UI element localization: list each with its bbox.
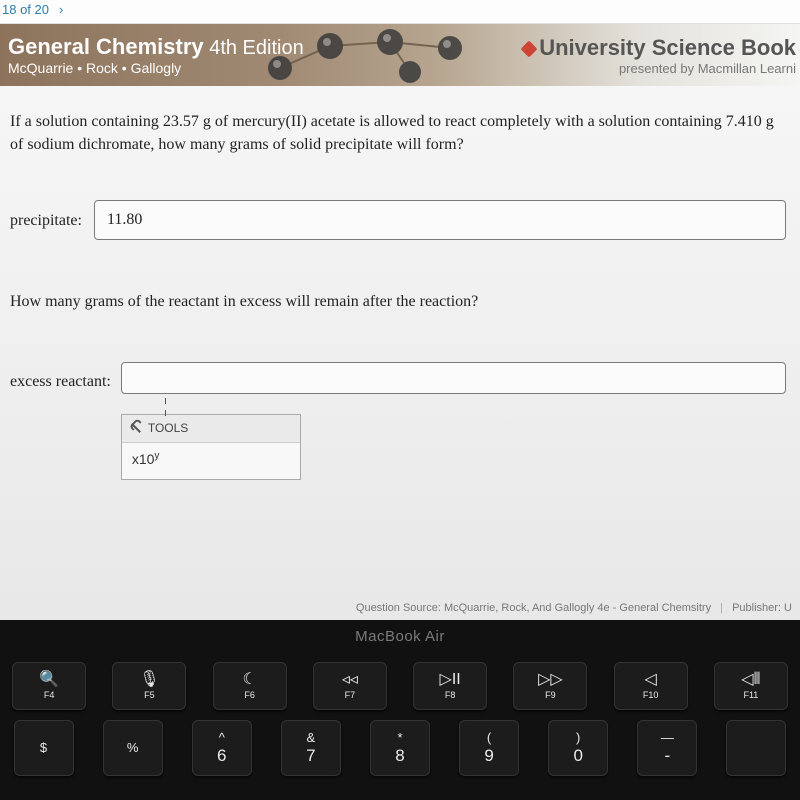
tools-header: TOOLS xyxy=(122,415,300,443)
key-num-1: % xyxy=(103,720,163,776)
key-num-4: *8 xyxy=(370,720,430,776)
app-screen: 18 of 20 › General Chemistry 4th Edition… xyxy=(0,0,800,620)
key-f11: ◁⦀F11 xyxy=(714,662,788,710)
publisher-name: University Science Book xyxy=(523,35,796,61)
banner-left: General Chemistry 4th Edition McQuarrie … xyxy=(8,34,304,76)
book-authors: McQuarrie • Rock • Gallogly xyxy=(8,60,304,76)
precipitate-input[interactable] xyxy=(94,200,786,240)
question-2-text: How many grams of the reactant in excess… xyxy=(10,290,786,313)
key-num-5: (9 xyxy=(459,720,519,776)
book-edition: 4th Edition xyxy=(204,37,304,59)
footer-sep: | xyxy=(720,602,723,614)
function-key-row: 🔍F4 🎙F5 ☾F6 ◃◃F7 ▷IIF8 ▷▷F9 ◁F10 ◁⦀F11 xyxy=(8,662,792,710)
book-title-main: General Chemistry xyxy=(8,34,204,59)
key-num-7: —- xyxy=(637,720,697,776)
tools-title: TOOLS xyxy=(148,420,188,437)
key-f9: ▷▷F9 xyxy=(513,662,587,710)
keyboard: 🔍F4 🎙F5 ☾F6 ◃◃F7 ▷IIF8 ▷▷F9 ◁F10 ◁⦀F11 $% ^6&7 *8… xyxy=(0,662,800,776)
number-key-row: $% ^6&7 *8 (9 )0 —- xyxy=(8,720,792,776)
precipitate-row: precipitate: xyxy=(10,200,786,240)
textbook-banner: General Chemistry 4th Edition McQuarrie … xyxy=(0,24,800,86)
excess-label: excess reactant: xyxy=(10,370,111,393)
excess-column: TOOLS x10y xyxy=(121,362,786,481)
progress-text: 18 of 20 xyxy=(2,2,49,17)
key-num-2: ^6 xyxy=(192,720,252,776)
publisher-dot-icon xyxy=(521,40,538,57)
sci-superscript: y xyxy=(154,450,159,461)
laptop-model-label: MacBook Air xyxy=(0,628,800,645)
text-caret-icon xyxy=(161,400,171,414)
wrench-icon xyxy=(127,420,144,437)
key-f7: ◃◃F7 xyxy=(313,662,387,710)
excess-input[interactable] xyxy=(121,362,786,394)
presented-by: presented by Macmillan Learni xyxy=(523,61,796,76)
precipitate-label: precipitate: xyxy=(10,209,82,232)
key-f10: ◁F10 xyxy=(614,662,688,710)
publisher-label: Publisher: U xyxy=(732,602,792,614)
book-title: General Chemistry 4th Edition xyxy=(8,34,304,60)
question-1-text: If a solution containing 23.57 g of merc… xyxy=(10,110,786,156)
key-f5: 🎙F5 xyxy=(112,662,186,710)
key-f8: ▷IIF8 xyxy=(413,662,487,710)
key-num-3: &7 xyxy=(281,720,341,776)
tools-box: TOOLS x10y xyxy=(121,414,301,481)
question-content: If a solution containing 23.57 g of merc… xyxy=(0,86,800,480)
tools-panel: TOOLS x10y xyxy=(121,400,301,481)
progress-bar: 18 of 20 › xyxy=(0,0,800,24)
key-num-0: $ xyxy=(14,720,74,776)
key-num-8 xyxy=(726,720,786,776)
question-source-footer: Question Source: McQuarrie, Rock, And Ga… xyxy=(356,602,792,614)
key-num-6: )0 xyxy=(548,720,608,776)
key-f4: 🔍F4 xyxy=(12,662,86,710)
next-chevron-icon[interactable]: › xyxy=(59,2,63,17)
excess-row: excess reactant: TOOLS x10y xyxy=(10,362,786,481)
scientific-notation-button[interactable]: x10y xyxy=(122,443,300,479)
question-source: Question Source: McQuarrie, Rock, And Ga… xyxy=(356,602,711,614)
publisher-text: University Science Book xyxy=(539,35,796,60)
key-f6: ☾F6 xyxy=(213,662,287,710)
sci-prefix: x10 xyxy=(132,451,155,467)
banner-right: University Science Book presented by Mac… xyxy=(523,35,800,76)
